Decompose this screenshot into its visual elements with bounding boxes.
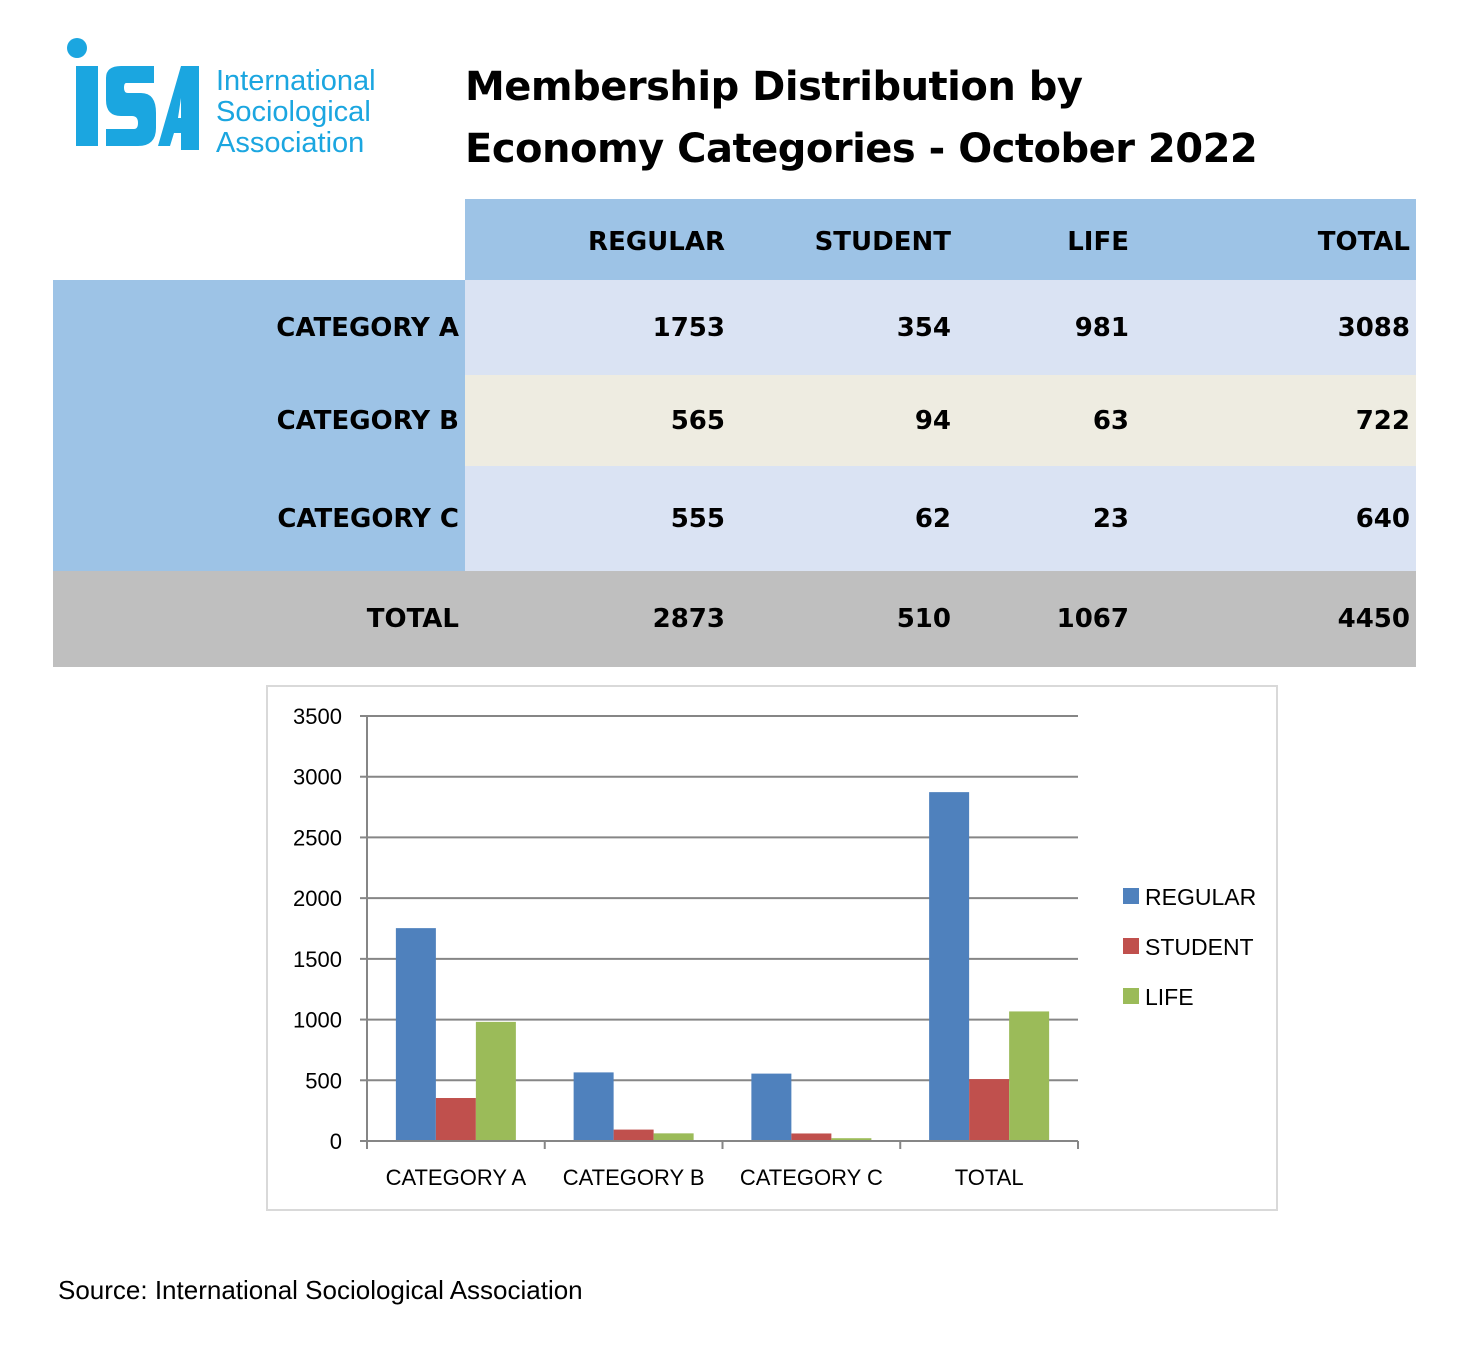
title-line-1: Membership Distribution by — [465, 64, 1083, 110]
table-cell: 354 — [896, 312, 951, 343]
bar — [751, 1073, 792, 1141]
logo-text-line: International — [216, 65, 376, 97]
bar — [435, 1098, 476, 1141]
row-a-bg — [465, 280, 1416, 375]
row-label-column-bg — [53, 280, 465, 571]
y-tick-label: 2500 — [293, 825, 342, 850]
total-cell: 1067 — [1056, 604, 1129, 634]
bar — [573, 1072, 614, 1141]
row-label: CATEGORY C — [277, 503, 459, 534]
x-tick-label: CATEGORY A — [386, 1165, 527, 1190]
table-cell: 63 — [1092, 405, 1129, 436]
y-tick-label: 2000 — [293, 886, 342, 911]
row-b-bg — [465, 375, 1416, 466]
bar — [653, 1133, 694, 1141]
table-cell: 23 — [1092, 503, 1129, 534]
logo-text-line: Association — [216, 127, 365, 159]
y-tick-label: 3000 — [293, 765, 342, 790]
column-header: LIFE — [1067, 226, 1129, 257]
row-c-bg — [465, 466, 1416, 571]
total-cell: 4450 — [1337, 604, 1410, 634]
x-tick-label: CATEGORY B — [563, 1165, 705, 1190]
membership-table: REGULAR STUDENT LIFE TOTAL CATEGORY A 17… — [53, 199, 1416, 667]
legend-label: REGULAR — [1145, 884, 1256, 910]
total-cell: 510 — [896, 604, 951, 634]
table-cell: 555 — [670, 503, 725, 534]
y-tick-label: 1000 — [293, 1008, 342, 1033]
bar — [395, 928, 436, 1141]
row-label: CATEGORY B — [276, 405, 459, 436]
table-cell: 981 — [1074, 312, 1129, 343]
membership-bar-chart: 0 500 1000 1500 2000 2500 3000 3500 CATEGORY A CA… — [293, 704, 1256, 1190]
logo-wordmark: International Sociological Association — [216, 66, 376, 159]
table-cell: 640 — [1355, 503, 1410, 534]
bar — [969, 1079, 1010, 1141]
isa-logo-mark — [67, 38, 199, 150]
isa-logo: International Sociological Association — [66, 38, 416, 159]
table-cell: 1753 — [652, 312, 725, 343]
table-cell: 62 — [914, 503, 951, 534]
column-header: STUDENT — [814, 226, 951, 257]
total-cell: 2873 — [652, 604, 725, 634]
legend-swatch — [1123, 988, 1139, 1004]
legend-swatch — [1123, 938, 1139, 954]
column-header: REGULAR — [588, 226, 725, 257]
y-tick-label: 500 — [305, 1068, 342, 1093]
bar — [475, 1021, 516, 1141]
legend-label: STUDENT — [1145, 934, 1254, 960]
legend-label: LIFE — [1145, 984, 1194, 1010]
y-tick-label: 1500 — [293, 947, 342, 972]
bar — [831, 1138, 872, 1141]
legend-swatch — [1123, 888, 1139, 904]
total-row-bg — [53, 571, 1416, 667]
table-cell: 565 — [670, 405, 725, 436]
bar — [929, 792, 970, 1141]
table-cell: 3088 — [1337, 312, 1410, 343]
page-title: Membership Distribution by Economy Categ… — [465, 56, 1258, 180]
total-row-label: TOTAL — [366, 604, 459, 634]
column-header: TOTAL — [1317, 226, 1410, 257]
y-tick-label: 0 — [330, 1129, 342, 1154]
x-tick-label: TOTAL — [955, 1165, 1024, 1190]
bar — [613, 1129, 654, 1141]
title-line-2: Economy Categories - October 2022 — [465, 126, 1258, 172]
table-cell: 722 — [1355, 405, 1410, 436]
table-cell: 94 — [914, 405, 951, 436]
table-header-bg — [465, 199, 1416, 280]
source-note: Source: International Sociological Assoc… — [58, 1275, 583, 1305]
bar — [791, 1133, 832, 1141]
logo-text-line: Sociological — [216, 96, 371, 128]
bar — [1009, 1011, 1050, 1141]
x-tick-label: CATEGORY C — [740, 1165, 883, 1190]
y-tick-label: 3500 — [293, 704, 342, 729]
row-label: CATEGORY A — [276, 312, 459, 343]
